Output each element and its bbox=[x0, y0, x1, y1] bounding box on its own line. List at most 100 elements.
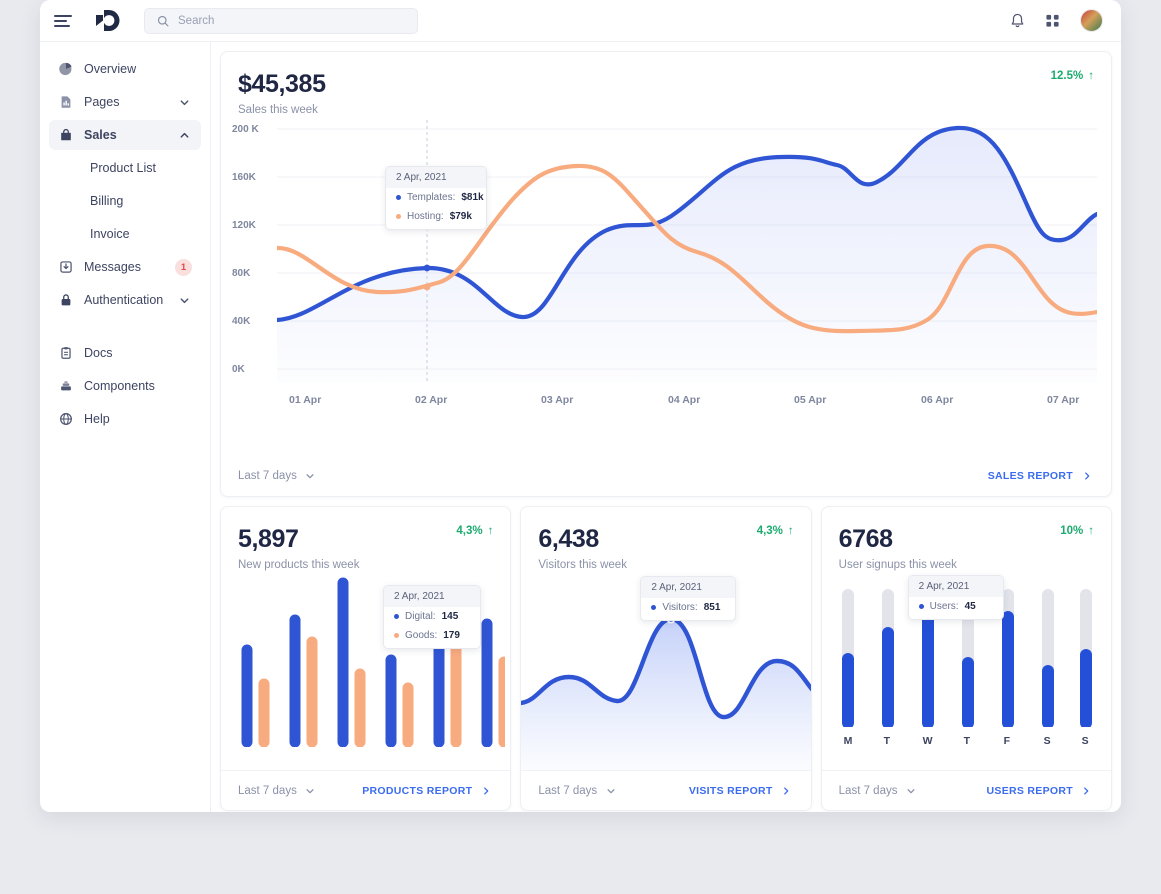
visitors-area-chart bbox=[521, 614, 811, 773]
x-axis-label: W bbox=[922, 735, 933, 747]
sidebar-subitem-label: Billing bbox=[90, 194, 124, 208]
search-input[interactable] bbox=[178, 14, 407, 27]
pie-chart-icon bbox=[58, 62, 73, 77]
date-range-label: Last 7 days bbox=[238, 470, 297, 482]
visitors-delta-value: 4,3% bbox=[756, 525, 783, 537]
arrow-up-icon: ↑ bbox=[1088, 70, 1094, 82]
x-axis-label: F bbox=[1003, 735, 1011, 747]
hamburger-icon[interactable] bbox=[54, 14, 74, 27]
sidebar-divider bbox=[49, 318, 201, 338]
date-range-label: Last 7 days bbox=[838, 784, 898, 797]
sidebar-item-label: Docs bbox=[84, 346, 113, 360]
visitors-value: 6,438 bbox=[538, 525, 599, 553]
sidebar-item-pages[interactable]: Pages bbox=[49, 87, 201, 117]
arrow-up-icon: ↑ bbox=[1088, 525, 1094, 537]
date-range-select[interactable]: Last 7 days bbox=[839, 783, 919, 798]
clipboard-icon bbox=[58, 346, 73, 361]
sidebar-item-label: Authentication bbox=[84, 293, 164, 307]
users-delta-value: 10% bbox=[1060, 525, 1084, 537]
globe-icon bbox=[58, 412, 73, 427]
date-range-select[interactable]: Last 7 days bbox=[538, 783, 618, 798]
chevron-down-icon bbox=[903, 783, 918, 798]
sidebar-item-authentication[interactable]: Authentication bbox=[49, 285, 201, 315]
header-actions bbox=[1010, 9, 1103, 32]
users-report-label: USERS REPORT bbox=[986, 784, 1073, 797]
visitors-delta: 4,3% ↑ bbox=[757, 525, 794, 537]
components-icon bbox=[58, 379, 73, 394]
sidebar-item-overview[interactable]: Overview bbox=[49, 54, 201, 84]
sales-delta-value: 12.5% bbox=[1050, 70, 1084, 82]
sidebar-item-label: Pages bbox=[84, 95, 120, 109]
sidebar-item-docs[interactable]: Docs bbox=[49, 338, 201, 368]
users-card: 6768 User signups this week 10% ↑ bbox=[820, 506, 1112, 811]
chevron-up-icon bbox=[177, 128, 192, 143]
lock-icon bbox=[58, 293, 73, 308]
sidebar-item-invoice[interactable]: Invoice bbox=[49, 219, 201, 249]
stats-cards-row: 5,897 New products this week 4,3% ↑ bbox=[220, 506, 1112, 811]
sales-line-chart bbox=[277, 120, 1097, 382]
products-report-link[interactable]: PRODUCTS REPORT bbox=[362, 783, 493, 798]
x-axis-label: 04 Apr bbox=[668, 394, 701, 406]
date-range-label: Last 7 days bbox=[238, 784, 297, 797]
x-axis-label: 03 Apr bbox=[541, 394, 574, 406]
arrow-up-icon: ↑ bbox=[787, 525, 794, 537]
chevron-right-icon bbox=[1079, 783, 1094, 798]
users-card-footer: Last 7 days USERS REPORT bbox=[821, 770, 1111, 810]
status-badge: 1 bbox=[175, 258, 192, 276]
visits-report-link[interactable]: VISITS REPORT bbox=[689, 783, 794, 798]
sales-label: Sales this week bbox=[238, 104, 318, 116]
date-range-select[interactable]: Last 7 days bbox=[238, 783, 318, 798]
x-axis-label: T bbox=[963, 735, 971, 747]
y-axis-label: 0K bbox=[232, 364, 245, 375]
chevron-down-icon bbox=[177, 293, 192, 308]
sidebar-item-sales[interactable]: Sales bbox=[49, 120, 201, 150]
sidebar-item-label: Components bbox=[84, 379, 155, 393]
sidebar-item-billing[interactable]: Billing bbox=[49, 186, 201, 216]
products-delta: 4,3% ↑ bbox=[456, 525, 493, 537]
sales-card: $45,385 Sales this week 12.5% ↑ 200 K 16… bbox=[220, 51, 1112, 497]
sidebar-item-label: Sales bbox=[84, 128, 117, 142]
products-report-label: PRODUCTS REPORT bbox=[362, 784, 473, 797]
x-axis-label: M bbox=[843, 735, 853, 747]
x-axis-label: S bbox=[1081, 735, 1089, 747]
sidebar-subitem-label: Product List bbox=[90, 161, 157, 175]
x-axis-label: 07 Apr bbox=[1047, 394, 1080, 406]
y-axis-label: 120K bbox=[232, 220, 256, 231]
sales-delta: 12.5% ↑ bbox=[1051, 70, 1094, 82]
date-range-select[interactable]: Last 7 days bbox=[238, 469, 318, 484]
chevron-down-icon bbox=[177, 95, 192, 110]
user-avatar[interactable] bbox=[1080, 9, 1103, 32]
date-range-label: Last 7 days bbox=[538, 784, 598, 797]
grid-apps-icon[interactable] bbox=[1045, 13, 1060, 28]
visitors-card-footer: Last 7 days VISITS REPORT bbox=[521, 770, 811, 810]
products-card-header: 5,897 New products this week 4,3% ↑ bbox=[221, 507, 510, 571]
search-box[interactable] bbox=[144, 7, 418, 34]
brand-logo[interactable] bbox=[96, 10, 122, 31]
sales-report-label: SALES REPORT bbox=[987, 470, 1073, 482]
document-icon bbox=[58, 95, 73, 110]
sidebar-item-label: Messages bbox=[84, 260, 141, 274]
products-label: New products this week bbox=[238, 559, 360, 571]
products-value: 5,897 bbox=[238, 525, 299, 553]
sidebar-item-label: Overview bbox=[84, 62, 137, 76]
products-card: 5,897 New products this week 4,3% ↑ bbox=[220, 506, 512, 811]
x-axis-label: T bbox=[883, 735, 891, 747]
sales-card-footer: Last 7 days SALES REPORT bbox=[221, 456, 1111, 496]
bell-icon[interactable] bbox=[1010, 13, 1025, 28]
users-report-link[interactable]: USERS REPORT bbox=[987, 783, 1094, 798]
sidebar-item-messages[interactable]: Messages 1 bbox=[49, 252, 201, 282]
sidebar-item-components[interactable]: Components bbox=[49, 371, 201, 401]
x-axis-label: 01 Apr bbox=[289, 394, 322, 406]
visitors-label: Visitors this week bbox=[538, 559, 627, 571]
visitors-card-header: 6,438 Visitors this week 4,3% ↑ bbox=[521, 507, 810, 571]
sidebar-item-help[interactable]: Help bbox=[49, 404, 201, 434]
sidebar-subitem-label: Invoice bbox=[90, 227, 130, 241]
visits-report-label: VISITS REPORT bbox=[688, 784, 773, 797]
tooltip-date: 2 Apr, 2021 bbox=[641, 577, 736, 598]
new-products-bar-chart bbox=[241, 577, 505, 747]
x-axis-label: 06 Apr bbox=[921, 394, 954, 406]
sidebar: Overview Pages bbox=[40, 42, 211, 812]
sidebar-item-product-list[interactable]: Product List bbox=[49, 153, 201, 183]
sales-report-link[interactable]: SALES REPORT bbox=[988, 469, 1094, 484]
sidebar-item-label: Help bbox=[84, 412, 110, 426]
